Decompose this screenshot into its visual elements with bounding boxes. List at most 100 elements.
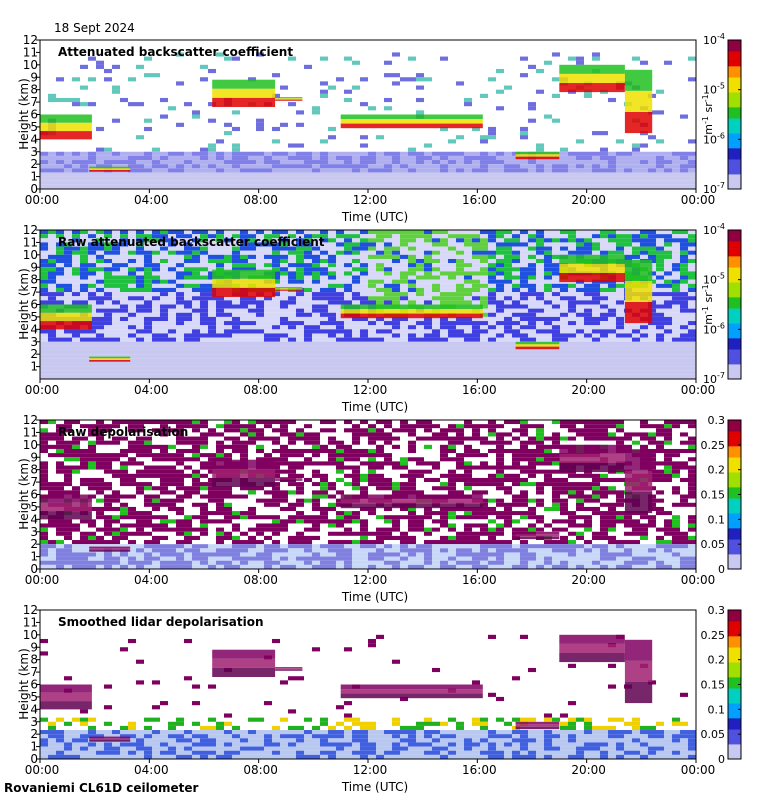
heatmap-cell (128, 155, 136, 161)
heatmap-cell (584, 238, 592, 243)
heatmap-cell (488, 457, 496, 462)
heatmap-cell (688, 172, 696, 177)
heatmap-cell (544, 432, 552, 437)
heatmap-cell (680, 350, 688, 355)
heatmap-cell (352, 333, 360, 338)
heatmap-cell (352, 329, 360, 334)
heatmap-cell (216, 337, 224, 342)
heatmap-cell (168, 258, 176, 264)
heatmap-cell (640, 329, 648, 334)
heatmap-cell (64, 461, 72, 466)
heatmap-cell (664, 60, 672, 65)
heatmap-cell (544, 283, 552, 288)
heatmap-cell (104, 180, 112, 185)
heatmap-cell (480, 300, 488, 305)
heatmap-cell (416, 362, 424, 367)
heatmap-cell (440, 230, 448, 235)
colorbar-segment (728, 285, 741, 290)
heatmap-cell (544, 321, 552, 326)
heatmap-cell (576, 56, 584, 61)
heatmap-cell (280, 168, 288, 173)
heatmap-cell (208, 258, 216, 264)
heatmap-cell (480, 238, 488, 243)
heatmap-cell (384, 444, 392, 449)
heatmap-cell (392, 374, 400, 379)
heatmap-cell (192, 420, 200, 425)
heatmap-cell (560, 325, 568, 330)
heatmap-cell (120, 250, 128, 255)
heatmap-cell (584, 362, 592, 367)
heatmap-cell (160, 374, 168, 379)
heatmap-cell (104, 304, 112, 309)
heatmap-cell (464, 180, 472, 185)
heatmap-cell (112, 155, 120, 161)
heatmap-cell (224, 267, 232, 272)
heatmap-cell (504, 279, 512, 284)
heatmap-cell (184, 180, 192, 185)
heatmap-cell (680, 234, 688, 239)
heatmap-cell (560, 160, 568, 165)
heatmap-cell (680, 230, 688, 235)
heatmap-cell (128, 312, 136, 317)
heatmap-cell (40, 254, 48, 259)
heatmap-cell (672, 160, 680, 165)
heatmap-cell (312, 304, 320, 309)
heatmap-cell (376, 160, 384, 165)
heatmap-cell (600, 242, 608, 247)
heatmap-cell (248, 184, 256, 189)
heatmap-cell (192, 374, 200, 379)
heatmap-cell (336, 279, 344, 284)
heatmap-cell (384, 436, 392, 441)
heatmap-cell (624, 358, 632, 363)
heatmap-cell (624, 420, 632, 425)
heatmap-cell (496, 341, 504, 346)
heatmap-cell (176, 312, 184, 317)
heatmap-cell (496, 250, 504, 255)
heatmap-cell (456, 176, 464, 181)
heatmap-cell (496, 68, 504, 74)
heatmap-cell (112, 329, 120, 334)
colorbar-segment (728, 159, 741, 164)
heatmap-cell (416, 333, 424, 338)
heatmap-cell (272, 457, 280, 462)
heatmap-cell (472, 172, 480, 177)
heatmap-cell (592, 370, 600, 375)
heatmap-cell (240, 184, 248, 189)
heatmap-cell (688, 444, 696, 449)
heatmap-cell (456, 275, 464, 280)
heatmap-cell (528, 453, 536, 458)
heatmap-cell (488, 155, 496, 161)
heatmap-cell (528, 271, 536, 276)
heatmap-cell (608, 180, 616, 185)
heatmap-cell (280, 254, 288, 259)
panel-2-colorbar: 10-710-610-510-4m-1 sr-1 (701, 222, 742, 386)
heatmap-cell (552, 180, 560, 185)
heatmap-cell (296, 370, 304, 375)
heatmap-cell (256, 230, 264, 235)
heatmap-cell (544, 287, 552, 293)
heatmap-cell (384, 292, 392, 297)
heatmap-cell (328, 242, 336, 247)
heatmap-cell (312, 271, 320, 276)
heatmap-cell (184, 275, 192, 280)
heatmap-cell (520, 271, 528, 276)
heatmap-cell (208, 164, 216, 169)
heatmap-cell (48, 180, 56, 185)
heatmap-cell (448, 184, 456, 189)
heatmap-cell (112, 160, 120, 165)
heatmap-cell (672, 341, 680, 346)
heatmap-cell (488, 300, 496, 305)
heatmap-cell (144, 300, 152, 305)
heatmap-cell (312, 329, 320, 334)
heatmap-cell (200, 263, 208, 268)
heatmap-cell (344, 230, 352, 235)
heatmap-cell (544, 160, 552, 165)
x-tick-label: 04:00 (134, 383, 169, 397)
heatmap-cell (104, 172, 112, 177)
heatmap-cell (480, 234, 488, 239)
heatmap-cell (480, 230, 488, 235)
heatmap-cell (688, 271, 696, 276)
heatmap-cell (400, 77, 408, 82)
heatmap-cell (640, 432, 648, 437)
heatmap-cell (280, 292, 288, 297)
